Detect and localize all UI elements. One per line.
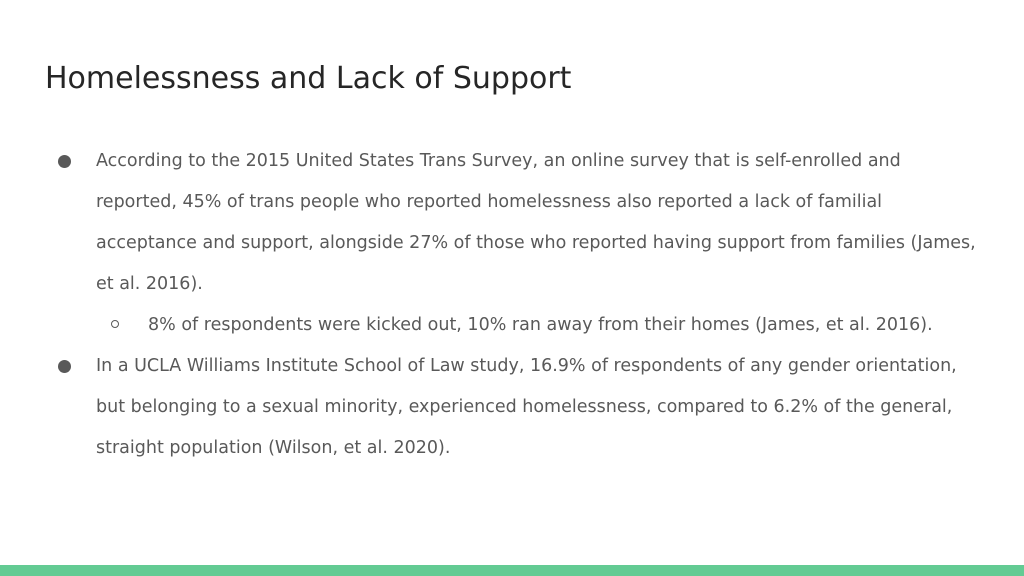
sub-bullet-list: 8% of respondents were kicked out, 10% r… — [96, 305, 984, 346]
accent-bar — [0, 565, 1024, 576]
slide-title: Homelessness and Lack of Support — [45, 61, 572, 96]
bullet-text: In a UCLA Williams Institute School of L… — [96, 356, 957, 458]
bullet-item: According to the 2015 United States Tran… — [0, 141, 1024, 346]
bullet-dot-icon — [58, 155, 71, 168]
bullet-item: In a UCLA Williams Institute School of L… — [0, 346, 1024, 469]
hollow-circle-icon — [111, 320, 119, 328]
bullet-text: According to the 2015 United States Tran… — [96, 151, 976, 294]
bullet-dot-icon — [58, 360, 71, 373]
sub-bullet-text: 8% of respondents were kicked out, 10% r… — [148, 315, 933, 335]
bullet-list: According to the 2015 United States Tran… — [0, 141, 1024, 469]
sub-bullet-item: 8% of respondents were kicked out, 10% r… — [96, 305, 994, 346]
